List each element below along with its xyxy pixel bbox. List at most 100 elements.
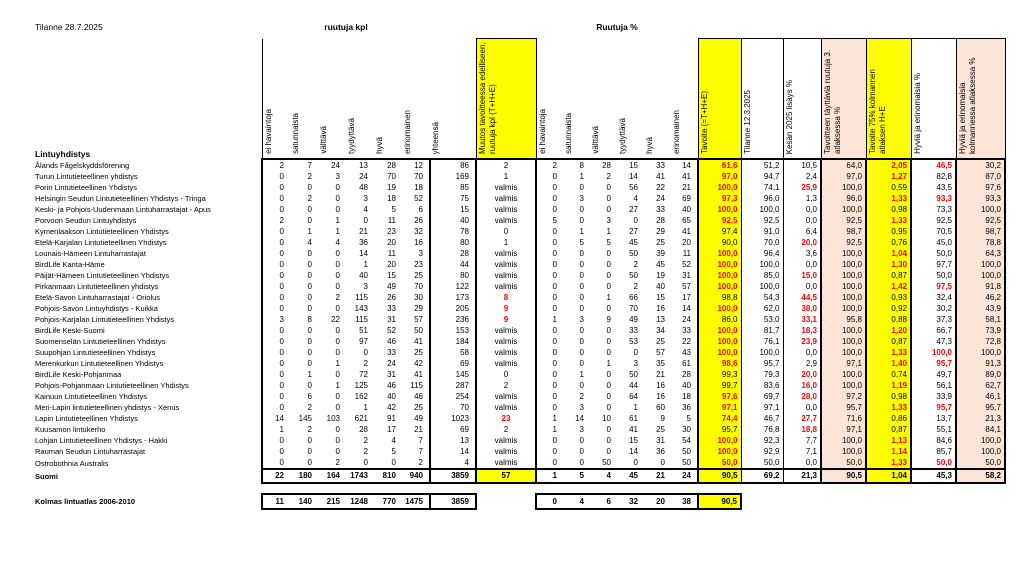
cell: 49,7 (911, 369, 957, 380)
table-row: Porin Lintutieteellinen Yhdistys 0 0 0 48 19 1… (35, 182, 1006, 193)
cell: 28 (359, 425, 368, 434)
cell: 36 (359, 238, 368, 247)
cell: 3859 (429, 468, 477, 484)
cell: 64 (629, 392, 638, 401)
cell: 0 (261, 358, 290, 369)
cell: 0 (261, 380, 290, 391)
cell: 91 (387, 414, 396, 423)
cell: 57 (414, 315, 423, 324)
cell: 2,05 (866, 158, 912, 171)
cell: 115 (355, 315, 368, 324)
cell: 4 (391, 436, 396, 445)
cell: 100,0 (821, 380, 867, 391)
cell: 40 (682, 205, 691, 214)
cell: 50,0 (741, 457, 784, 469)
table-row: BirdLife Keski-Pohjanmaa 0 1 0 72 31 41 145 0 0 1 0… (35, 369, 1006, 380)
cell: 17 (682, 293, 691, 302)
cell: 1 (579, 370, 584, 379)
cell: valmis (476, 347, 537, 358)
cell: 39 (656, 249, 665, 258)
row-label: Porin Lintutieteellinen Yhdistys (35, 183, 138, 192)
cell: 33 (387, 348, 396, 357)
cell: 45 (656, 260, 665, 269)
cell: 0 (307, 205, 312, 214)
col-header-pct-valttava: välttävä (591, 126, 600, 154)
cell: 15 (629, 436, 638, 445)
cell: 4 (590, 468, 617, 484)
suomi-total-row: Suomi 22 180 164 1743 810 940 3859 57 1 5 4 45 21 24 90… (35, 468, 1006, 484)
row-label: BirdLife Kanta-Häme (35, 260, 105, 269)
cell: 90,5 (697, 468, 742, 484)
cell: 46 (387, 381, 396, 390)
cell: 86,0 (697, 314, 742, 325)
table-row: Lounais-Hämeen Lintuharrastajat 0 0 0 14 11 3 2… (35, 248, 1006, 259)
cell: 23 (387, 227, 396, 236)
group-label-row: Tilanne 28.7.2025 ruutuja kpl Ruutuja % (35, 22, 1005, 39)
cell: 1,19 (866, 380, 912, 391)
cell: 70 (387, 172, 396, 181)
cell: 115 (355, 293, 368, 302)
cell: 2 (476, 424, 537, 435)
cell (956, 494, 1005, 509)
cell: 164 (318, 468, 346, 484)
cell: 287 (429, 380, 477, 391)
cell: 0,59 (866, 182, 912, 193)
cell: 0 (552, 282, 557, 291)
cell: 100,0 (821, 446, 867, 457)
cell: 85,0 (741, 270, 784, 281)
cell: 1 (335, 381, 340, 390)
cell: 85 (429, 182, 477, 193)
cell: 69 (429, 424, 477, 435)
cell: 236 (429, 314, 477, 325)
cell: 0 (335, 447, 340, 456)
col-header-muutos-tavoitteessa: Muutos tavoitteessa edelliseen, ruutuja … (475, 38, 537, 160)
cell: 22 (261, 468, 290, 484)
cell: 70 (629, 304, 638, 313)
cell: 15 (387, 271, 396, 280)
cell: 33,1 (783, 314, 822, 325)
cell: 23 (414, 260, 423, 269)
cell: 83,6 (741, 380, 784, 391)
cell: 0,87 (866, 336, 912, 347)
row-label: Lounais-Hämeen Lintuharrastajat (35, 249, 146, 258)
cell: 0 (261, 325, 290, 336)
cell: 69,7 (741, 391, 784, 402)
table-row: Pohjois-Pohjanmaan Lintutieteellinen Yhd… (35, 380, 1006, 391)
cell: 40 (682, 381, 691, 390)
cell: 21,3 (956, 413, 1006, 424)
cell: 56 (629, 183, 638, 192)
cell: 62,7 (956, 380, 1006, 391)
cell: 0 (633, 348, 638, 357)
cell: 0,0 (783, 281, 822, 292)
cell: 94,7 (741, 171, 784, 182)
cell: 28 (682, 370, 691, 379)
row-label: Kainuun Lintutieteellinen Yhdistys (35, 392, 148, 401)
cell: 24 (656, 194, 665, 203)
cell: 0 (335, 337, 340, 346)
cell: 0 (606, 381, 611, 390)
cell: 1 (606, 227, 611, 236)
cell: 64,0 (821, 158, 867, 171)
cell: 5 (552, 216, 557, 225)
cell: 3 (606, 216, 611, 225)
cell: 20,0 (783, 237, 822, 248)
cell: 61 (629, 414, 638, 423)
cell: valmis (476, 215, 537, 226)
cell: 90,0 (697, 237, 742, 248)
atlas-2006-2010-row: Kolmas lintuatlas 2006-2010 11 140 215 1248 7… (35, 493, 1005, 510)
cell: 100,0 (821, 369, 867, 380)
cell: 254 (429, 391, 477, 402)
cell: 100,0 (697, 204, 742, 215)
cell: 69,2 (741, 468, 784, 484)
cell: 1,33 (866, 457, 912, 469)
cell: 97,0 (821, 171, 867, 182)
cell: 38,0 (783, 303, 822, 314)
cell: 95,7 (821, 402, 867, 413)
cell: 13,7 (911, 413, 957, 424)
cell: 1,27 (866, 171, 912, 182)
cell (476, 494, 536, 509)
cell: 1,42 (866, 281, 912, 292)
cell: 0 (307, 337, 312, 346)
cell: 50,0 (911, 270, 957, 281)
cell: 98,7 (956, 226, 1006, 237)
